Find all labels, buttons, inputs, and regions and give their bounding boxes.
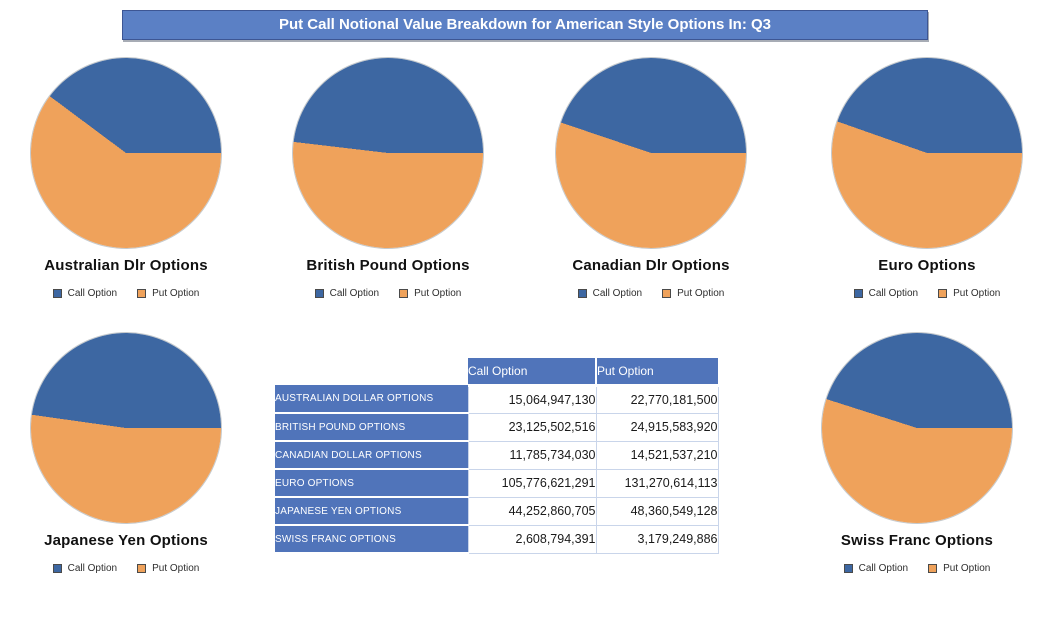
legend-label: Call Option — [858, 563, 909, 574]
legend-label: Call Option — [592, 288, 643, 299]
table-row: EURO OPTIONS 105,776,621,291 131,270,614,1… — [275, 469, 719, 498]
call-value-cell: 23,125,502,516 — [467, 413, 596, 442]
table-row: SWISS FRANC OPTIONS 2,608,794,391 3,179,24… — [275, 525, 719, 554]
call-swatch-icon — [52, 289, 62, 298]
table-row: JAPANESE YEN OPTIONS 44,252,860,705 48,360… — [275, 497, 719, 526]
legend-label: Call Option — [868, 288, 919, 299]
legend-item-put: Put Option — [928, 563, 990, 574]
table-corner-cell — [275, 358, 468, 385]
chart-title: Canadian Dlr Options — [572, 257, 730, 274]
chart-title: Euro Options — [878, 257, 976, 274]
put-swatch-icon — [938, 289, 948, 298]
legend-label: Call Option — [67, 288, 118, 299]
put-value-cell: 22,770,181,500 — [595, 385, 719, 414]
call-swatch-icon — [577, 289, 587, 298]
chart-legend: Call Option Put Option — [787, 563, 1047, 574]
legend-item-put: Put Option — [938, 288, 1000, 299]
legend-item-call: Call Option — [577, 288, 643, 299]
call-value-cell: 15,064,947,130 — [467, 385, 596, 414]
call-value-cell: 2,608,794,391 — [467, 525, 596, 554]
chart-euro-options: Euro Options Call Option Put Option — [797, 58, 1052, 299]
row-label: CANADIAN DOLLAR OPTIONS — [275, 441, 468, 470]
table-header-call-option: Call Option — [468, 358, 596, 387]
pie-australian-dlr-options — [31, 58, 221, 248]
put-swatch-icon — [137, 564, 147, 573]
put-value-cell: 131,270,614,113 — [595, 469, 719, 498]
legend-label: Put Option — [953, 288, 1001, 299]
legend-item-call: Call Option — [52, 288, 118, 299]
put-swatch-icon — [928, 564, 938, 573]
put-value-cell: 14,521,537,210 — [595, 441, 719, 470]
table-row: BRITISH POUND OPTIONS 23,125,502,516 24,91… — [275, 413, 719, 442]
row-label: EURO OPTIONS — [275, 469, 468, 498]
call-swatch-icon — [853, 289, 863, 298]
pie-euro-options — [832, 58, 1022, 248]
notional-value-table: Call Option Put Option AUSTRALIAN DOLLAR… — [275, 358, 719, 554]
legend-item-put: Put Option — [662, 288, 724, 299]
legend-item-call: Call Option — [843, 563, 909, 574]
chart-canadian-dlr-options: Canadian Dlr Options Call Option Put Opt… — [521, 58, 781, 299]
chart-legend: Call Option Put Option — [797, 288, 1052, 299]
pie-japanese-yen-options — [31, 333, 221, 523]
legend-label: Put Option — [414, 288, 462, 299]
legend-label: Put Option — [677, 288, 725, 299]
put-swatch-icon — [137, 289, 147, 298]
put-swatch-icon — [399, 289, 409, 298]
row-label: AUSTRALIAN DOLLAR OPTIONS — [275, 385, 468, 414]
call-swatch-icon — [843, 564, 853, 573]
put-swatch-icon — [662, 289, 672, 298]
chart-legend: Call Option Put Option — [258, 288, 518, 299]
chart-british-pound-options: British Pound Options Call Option Put Op… — [258, 58, 518, 299]
row-label: SWISS FRANC OPTIONS — [275, 525, 468, 554]
dashboard-title: Put Call Notional Value Breakdown for Am… — [122, 10, 928, 40]
put-value-cell: 3,179,249,886 — [595, 525, 719, 554]
chart-title: Japanese Yen Options — [44, 532, 208, 549]
chart-legend: Call Option Put Option — [521, 288, 781, 299]
legend-label: Put Option — [152, 288, 200, 299]
table-row: AUSTRALIAN DOLLAR OPTIONS 15,064,947,130 2… — [275, 385, 719, 414]
pie-canadian-dlr-options — [556, 58, 746, 248]
chart-swiss-franc-options: Swiss Franc Options Call Option Put Opti… — [787, 333, 1047, 574]
call-value-cell: 105,776,621,291 — [467, 469, 596, 498]
pie-british-pound-options — [293, 58, 483, 248]
call-swatch-icon — [52, 564, 62, 573]
legend-item-call: Call Option — [314, 288, 380, 299]
call-value-cell: 44,252,860,705 — [467, 497, 596, 526]
chart-title: Swiss Franc Options — [840, 532, 994, 549]
table-header-put-option: Put Option — [595, 358, 718, 387]
put-value-cell: 24,915,583,920 — [595, 413, 719, 442]
table-row: CANADIAN DOLLAR OPTIONS 11,785,734,030 14,… — [275, 441, 719, 470]
legend-label: Put Option — [152, 563, 200, 574]
row-label: BRITISH POUND OPTIONS — [275, 413, 468, 442]
legend-label: Call Option — [329, 288, 380, 299]
chart-legend: Call Option Put Option — [0, 288, 256, 299]
chart-australian-dlr-options: Australian Dlr Options Call Option Put O… — [0, 58, 256, 299]
row-label: JAPANESE YEN OPTIONS — [275, 497, 468, 526]
legend-label: Call Option — [67, 563, 118, 574]
legend-item-call: Call Option — [52, 563, 118, 574]
call-swatch-icon — [314, 289, 324, 298]
chart-japanese-yen-options: Japanese Yen Options Call Option Put Opt… — [0, 333, 256, 574]
chart-legend: Call Option Put Option — [0, 563, 256, 574]
chart-title: British Pound Options — [306, 257, 470, 274]
pie-swiss-franc-options — [822, 333, 1012, 523]
put-value-cell: 48,360,549,128 — [595, 497, 719, 526]
legend-item-put: Put Option — [399, 288, 461, 299]
legend-label: Put Option — [943, 563, 991, 574]
call-value-cell: 11,785,734,030 — [467, 441, 596, 470]
legend-item-put: Put Option — [137, 288, 199, 299]
legend-item-call: Call Option — [853, 288, 919, 299]
legend-item-put: Put Option — [137, 563, 199, 574]
chart-title: Australian Dlr Options — [44, 257, 208, 274]
